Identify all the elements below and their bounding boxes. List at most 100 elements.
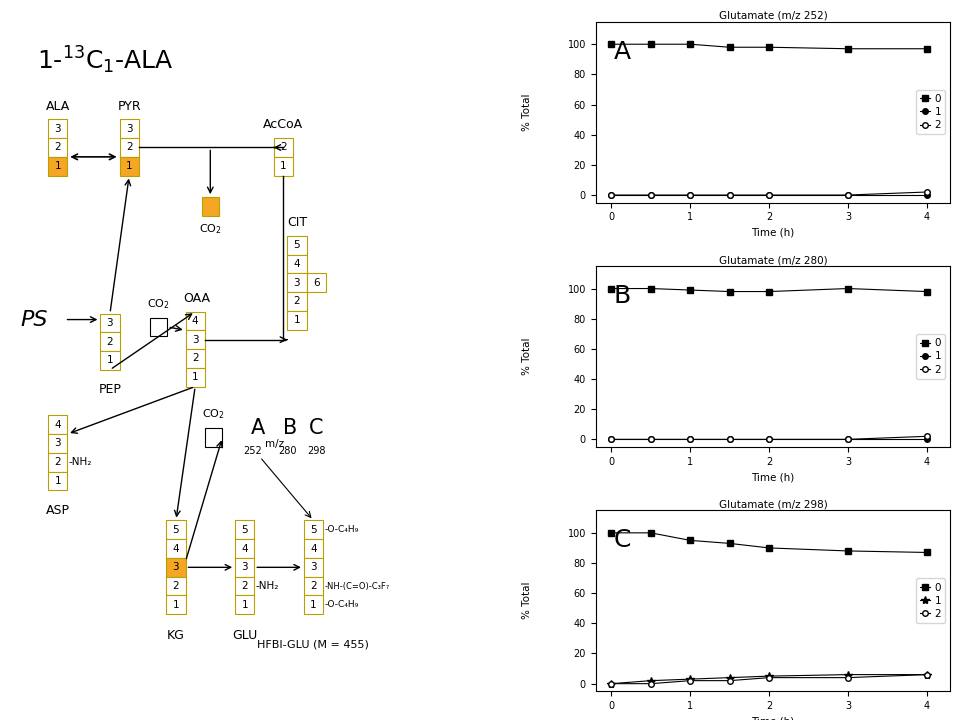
Text: CIT: CIT bbox=[287, 216, 307, 229]
Text: 1: 1 bbox=[310, 600, 317, 610]
1 bbox=[842, 435, 853, 444]
Text: 3: 3 bbox=[55, 124, 61, 134]
Bar bbox=[185, 312, 204, 330]
Line: 2: 2 bbox=[609, 433, 929, 442]
Text: 2: 2 bbox=[173, 581, 180, 591]
Bar bbox=[235, 558, 254, 577]
Text: 2: 2 bbox=[126, 143, 132, 153]
Text: 298: 298 bbox=[307, 446, 325, 456]
Text: PS: PS bbox=[20, 310, 48, 330]
Bar bbox=[166, 595, 185, 614]
Text: 5: 5 bbox=[310, 525, 317, 535]
Text: 3: 3 bbox=[192, 335, 199, 345]
1 bbox=[763, 191, 775, 199]
2 bbox=[684, 676, 696, 685]
Bar bbox=[287, 255, 306, 274]
Bar bbox=[150, 318, 167, 336]
0 bbox=[724, 287, 735, 296]
Bar bbox=[48, 120, 67, 138]
Text: OAA: OAA bbox=[182, 292, 210, 305]
1 bbox=[842, 191, 853, 199]
Text: 1-$^{13}$C$_1$-ALA: 1-$^{13}$C$_1$-ALA bbox=[37, 45, 174, 76]
Legend: 0, 1, 2: 0, 1, 2 bbox=[916, 578, 946, 623]
2 bbox=[724, 191, 735, 199]
Text: 1: 1 bbox=[241, 600, 248, 610]
Text: 2: 2 bbox=[192, 354, 199, 364]
1 bbox=[724, 435, 735, 444]
Y-axis label: % Total: % Total bbox=[522, 338, 532, 375]
0 bbox=[842, 45, 853, 53]
Text: 2: 2 bbox=[280, 143, 286, 153]
Text: ALA: ALA bbox=[45, 99, 70, 112]
Bar bbox=[48, 157, 67, 176]
0 bbox=[606, 40, 617, 48]
1 bbox=[724, 673, 735, 682]
Line: 0: 0 bbox=[609, 286, 929, 294]
Bar bbox=[287, 236, 306, 255]
2 bbox=[684, 435, 696, 444]
Legend: 0, 1, 2: 0, 1, 2 bbox=[916, 334, 946, 379]
Text: CO$_2$: CO$_2$ bbox=[147, 297, 170, 311]
1 bbox=[921, 191, 932, 199]
2 bbox=[842, 435, 853, 444]
2 bbox=[724, 676, 735, 685]
Bar bbox=[204, 428, 223, 447]
Bar bbox=[303, 521, 323, 539]
Text: GLU: GLU bbox=[232, 629, 257, 642]
Bar bbox=[48, 453, 67, 472]
Bar bbox=[303, 539, 323, 558]
1 bbox=[724, 191, 735, 199]
Text: 2: 2 bbox=[107, 337, 113, 346]
2 bbox=[684, 191, 696, 199]
Text: A: A bbox=[613, 40, 631, 63]
Bar bbox=[303, 595, 323, 614]
Bar bbox=[306, 274, 325, 292]
Line: 2: 2 bbox=[609, 672, 929, 686]
Text: 1: 1 bbox=[173, 600, 180, 610]
Text: -NH₂: -NH₂ bbox=[255, 581, 278, 591]
Title: Glutamate (m/z 298): Glutamate (m/z 298) bbox=[719, 500, 828, 510]
Text: B: B bbox=[613, 284, 631, 308]
1 bbox=[645, 435, 657, 444]
Bar bbox=[48, 472, 67, 490]
X-axis label: Time (h): Time (h) bbox=[752, 716, 795, 720]
0 bbox=[921, 45, 932, 53]
Text: 3: 3 bbox=[173, 562, 180, 572]
Text: 1: 1 bbox=[55, 476, 61, 486]
Text: -NH₂: -NH₂ bbox=[68, 457, 92, 467]
Bar bbox=[274, 138, 293, 157]
2 bbox=[921, 432, 932, 441]
Text: 6: 6 bbox=[313, 278, 320, 288]
Text: 3: 3 bbox=[126, 124, 132, 134]
Bar bbox=[166, 577, 185, 595]
Line: 1: 1 bbox=[608, 670, 931, 688]
2 bbox=[763, 673, 775, 682]
1 bbox=[921, 435, 932, 444]
Bar bbox=[166, 521, 185, 539]
Text: 5: 5 bbox=[241, 525, 248, 535]
Text: 4: 4 bbox=[173, 544, 180, 554]
Text: HFBI-GLU (M = 455): HFBI-GLU (M = 455) bbox=[257, 639, 370, 649]
2 bbox=[842, 191, 853, 199]
0 bbox=[763, 287, 775, 296]
Line: 0: 0 bbox=[609, 42, 929, 52]
Text: 2: 2 bbox=[241, 581, 248, 591]
2 bbox=[763, 191, 775, 199]
Text: A: A bbox=[251, 418, 265, 438]
Text: 2: 2 bbox=[310, 581, 317, 591]
2 bbox=[763, 435, 775, 444]
Bar bbox=[166, 539, 185, 558]
Text: 1: 1 bbox=[280, 161, 286, 171]
Bar bbox=[101, 351, 120, 370]
Text: 4: 4 bbox=[241, 544, 248, 554]
Bar bbox=[48, 415, 67, 434]
Text: 280: 280 bbox=[278, 446, 297, 456]
1 bbox=[763, 672, 775, 680]
0 bbox=[921, 287, 932, 296]
Text: 1: 1 bbox=[55, 161, 61, 171]
Text: ASP: ASP bbox=[46, 504, 70, 517]
Line: 1: 1 bbox=[609, 436, 929, 442]
Line: 2: 2 bbox=[609, 189, 929, 198]
0 bbox=[763, 43, 775, 52]
Text: 1: 1 bbox=[192, 372, 199, 382]
